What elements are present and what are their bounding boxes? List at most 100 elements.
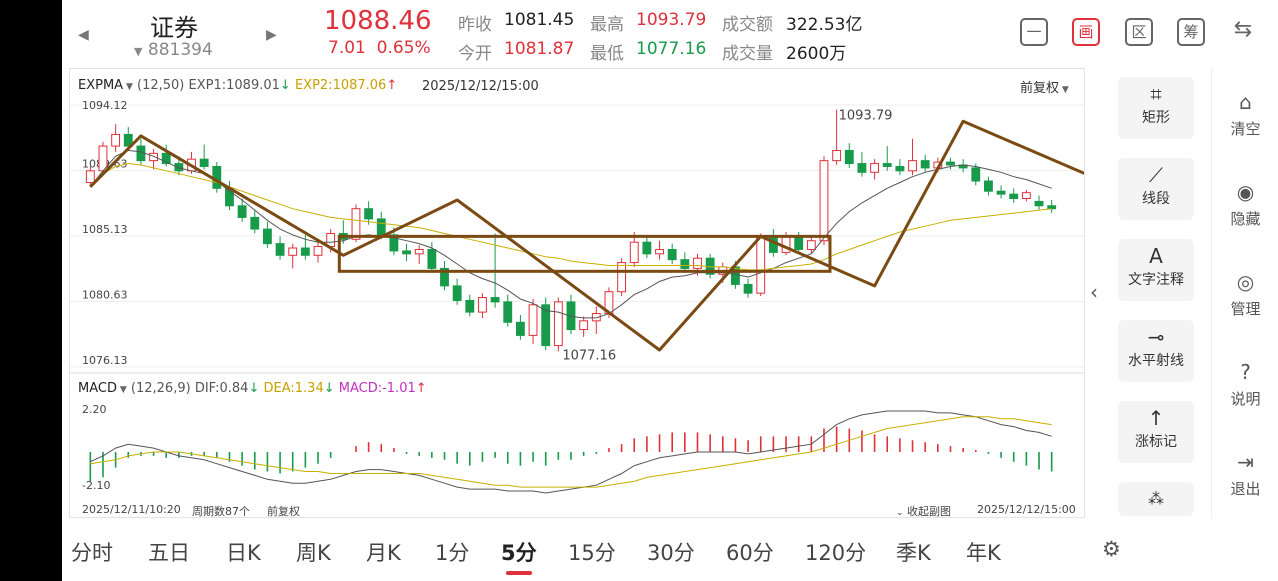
prev-stock-arrow-icon[interactable]: ◀	[78, 27, 89, 43]
tab-1min[interactable]: 1分	[435, 541, 470, 565]
dif-line	[90, 410, 1052, 494]
clear-icon: ⌂	[1239, 90, 1252, 114]
period-more-fade	[1092, 533, 1272, 573]
candle-body	[149, 152, 158, 162]
tab-yearly[interactable]: 年K	[966, 541, 1001, 565]
price-axis-label: 1076.13	[82, 354, 128, 367]
candle-body	[629, 241, 639, 264]
help-button[interactable]: ? 说明	[1212, 360, 1278, 409]
rectangle-icon: ⌗	[1150, 82, 1162, 106]
tool-text[interactable]: A 文字注释	[1118, 239, 1194, 301]
candle-body	[984, 180, 993, 192]
candle-body	[288, 247, 298, 256]
candle-body	[680, 259, 690, 269]
kline-chart-svg: 1094.121089.631085.131080.631076.132.20-…	[70, 99, 1084, 494]
open-value: 1081.87	[504, 39, 575, 59]
tab-quarterly[interactable]: 季K	[896, 541, 931, 565]
collapse-chevron-icon: ⌄	[896, 508, 904, 518]
candle-body	[870, 163, 880, 173]
volume-value: 2600万	[786, 44, 847, 64]
zone-icon[interactable]: 区	[1125, 18, 1153, 46]
candle-body	[743, 283, 753, 294]
change-percent: 0.65%	[376, 38, 431, 58]
up-mark-icon: ↑	[1147, 406, 1165, 430]
adjust-selector[interactable]: 前复权 ▼	[1020, 81, 1069, 96]
open-label: 今开	[458, 44, 492, 64]
app-window: ◀ ▶ 证券 ▼ 881394 1088.46 7.01 0.65% 昨收 10…	[62, 0, 1278, 581]
tab-60min[interactable]: 60分	[726, 541, 774, 565]
dif-value: DIF:0.84	[194, 381, 249, 396]
candle-body	[465, 299, 475, 313]
exp2-value: EXP2:1087.06	[294, 78, 387, 93]
main-indicator-name[interactable]: EXPMA ▼	[78, 78, 133, 93]
candle-body	[161, 152, 171, 165]
tool-ray[interactable]: ⊸ 水平射线	[1118, 320, 1194, 382]
candle-body	[174, 163, 184, 172]
candle-body	[528, 304, 538, 336]
collapse-subchart-button[interactable]: ⌄ 收起副图	[896, 505, 952, 518]
main-indicator-params: (12,50)	[137, 78, 185, 93]
minus-icon[interactable]: 一	[1020, 18, 1048, 46]
clear-button[interactable]: ⌂ 清空	[1212, 90, 1278, 139]
tab-5min[interactable]: 5分	[501, 541, 537, 565]
candle-body	[996, 190, 1006, 195]
candle-body	[857, 163, 867, 173]
candle-body	[971, 167, 981, 182]
candle-body	[402, 250, 411, 255]
candle-body	[655, 248, 664, 255]
sub-indicator-name[interactable]: MACD ▼	[78, 381, 127, 396]
chips-icon[interactable]: 筹	[1177, 18, 1205, 46]
tool-segment-label: 线段	[1142, 191, 1170, 207]
candle-body	[667, 248, 677, 261]
tab-daily[interactable]: 日K	[226, 541, 261, 565]
candle-body	[693, 257, 702, 269]
candle-body	[1021, 192, 1031, 199]
sub-indicator-header: MACD ▼ (12,26,9) DIF:0.84↓ DEA:1.34↓ MAC…	[78, 381, 427, 396]
candle-body	[806, 240, 816, 250]
tool-rectangle[interactable]: ⌗ 矩形	[1118, 77, 1194, 139]
manage-button[interactable]: ◎ 管理	[1212, 270, 1278, 319]
switch-icon[interactable]: ⇆	[1233, 17, 1253, 42]
manage-icon: ◎	[1236, 270, 1255, 294]
high-price-annotation: 1093.79	[839, 109, 893, 124]
candle-body	[414, 248, 424, 255]
candle-body	[364, 208, 374, 220]
next-stock-arrow-icon[interactable]: ▶	[266, 27, 277, 43]
drawn-trend-segments	[89, 119, 1084, 352]
help-icon: ?	[1240, 360, 1251, 384]
eye-icon: ◉	[1236, 180, 1255, 204]
tool-rectangle-label: 矩形	[1142, 110, 1170, 126]
candle-body	[111, 133, 121, 147]
tool-up-mark[interactable]: ↑ 涨标记	[1118, 401, 1194, 463]
tool-segment[interactable]: ⟋ 线段	[1118, 158, 1194, 220]
stock-code[interactable]: ▼ 881394	[134, 40, 213, 60]
exp1-line	[89, 149, 1052, 319]
clear-label: 清空	[1230, 120, 1261, 138]
draw-icon[interactable]: 画	[1072, 18, 1100, 46]
candle-body	[351, 208, 361, 240]
exp2-up-arrow-icon: ↑	[386, 78, 398, 93]
side-actions-panel: ⌂ 清空 ◉ 隐藏 ◎ 管理 ? 说明 ⇥ 退出	[1211, 68, 1278, 518]
price-change: 7.01 0.65%	[328, 38, 431, 58]
tab-monthly[interactable]: 月K	[366, 541, 401, 565]
tab-weekly[interactable]: 周K	[296, 541, 331, 565]
candle-body	[920, 160, 930, 169]
tab-15min[interactable]: 15分	[568, 541, 616, 565]
candle-body	[250, 216, 260, 230]
macd-value: MACD:-1.01	[338, 381, 416, 396]
candle-body	[1047, 205, 1057, 210]
tab-120min[interactable]: 120分	[805, 541, 867, 565]
selected-tab-indicator	[506, 571, 532, 575]
hide-button[interactable]: ◉ 隐藏	[1212, 180, 1278, 229]
collapse-panel-chevron-icon[interactable]: ‹	[1090, 280, 1098, 304]
tab-fenshi[interactable]: 分时	[71, 541, 113, 565]
period-settings-icon[interactable]: ⚙	[1102, 537, 1121, 561]
exit-button[interactable]: ⇥ 退出	[1212, 450, 1278, 499]
kline-chart-panel[interactable]: EXPMA ▼ (12,50) EXP1:1089.01↓ EXP2:1087.…	[69, 68, 1085, 518]
footer-start-time: 2025/12/11/10:20	[82, 503, 181, 516]
tool-more[interactable]: ⁂	[1118, 482, 1194, 516]
tab-30min[interactable]: 30分	[647, 541, 695, 565]
tool-text-label: 文字注释	[1128, 272, 1184, 288]
candle-body	[515, 321, 525, 336]
tab-5day[interactable]: 五日	[148, 541, 190, 565]
